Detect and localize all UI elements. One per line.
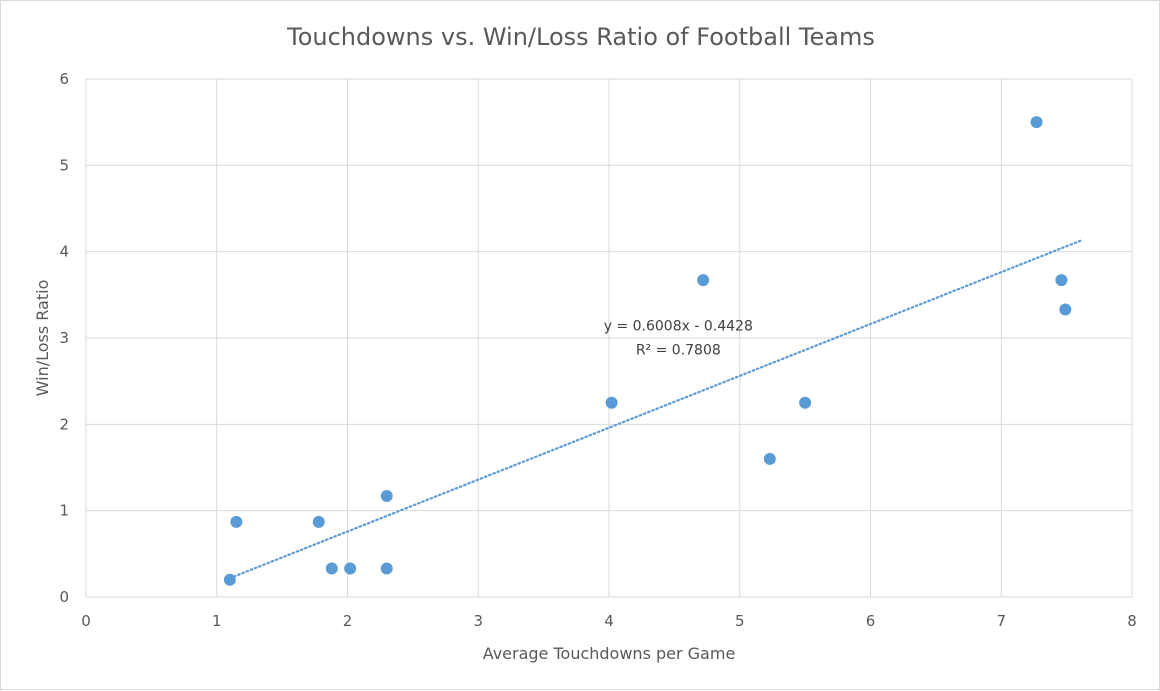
y-tick-label: 6 [59,70,69,88]
data-point [380,489,393,502]
y-tick-label: 4 [59,243,69,261]
x-tick-label: 6 [866,612,876,630]
x-tick-label: 2 [343,612,353,630]
data-point [697,274,710,287]
y-tick-label: 2 [59,415,69,433]
data-point [344,562,357,575]
data-point [223,573,236,586]
data-point [605,396,618,409]
data-point [380,562,393,575]
data-points [223,116,1072,586]
trendline-r-squared: R² = 0.7808 [636,342,721,358]
data-point [230,515,243,528]
trendline [228,239,1083,580]
data-point [799,396,812,409]
x-tick-label: 5 [735,612,745,630]
x-tick-label: 3 [473,612,483,630]
data-point [312,515,325,528]
data-point [763,452,776,465]
y-tick-label: 0 [59,588,69,606]
x-tick-label: 7 [996,612,1006,630]
x-tick-label: 0 [81,612,91,630]
data-point [1059,303,1072,316]
grid-lines [85,78,1133,598]
x-tick-label: 1 [212,612,222,630]
y-tick-label: 5 [59,156,69,174]
x-axis-label: Average Touchdowns per Game [483,644,736,663]
y-tick-label: 3 [59,329,69,347]
y-axis-label: Win/Loss Ratio [33,280,52,397]
trendline-equation: y = 0.6008x - 0.4428 [604,319,753,335]
x-tick-label: 8 [1127,612,1137,630]
data-point [1055,274,1068,287]
data-point [1030,116,1043,129]
x-tick-label: 4 [604,612,614,630]
data-point [325,562,338,575]
tick-labels: 0 1 2 3 4 5 6 7 8 0 1 2 3 4 5 6 [59,70,1136,630]
y-tick-label: 1 [59,502,69,520]
chart-title: Touchdowns vs. Win/Loss Ratio of Footbal… [286,23,875,51]
